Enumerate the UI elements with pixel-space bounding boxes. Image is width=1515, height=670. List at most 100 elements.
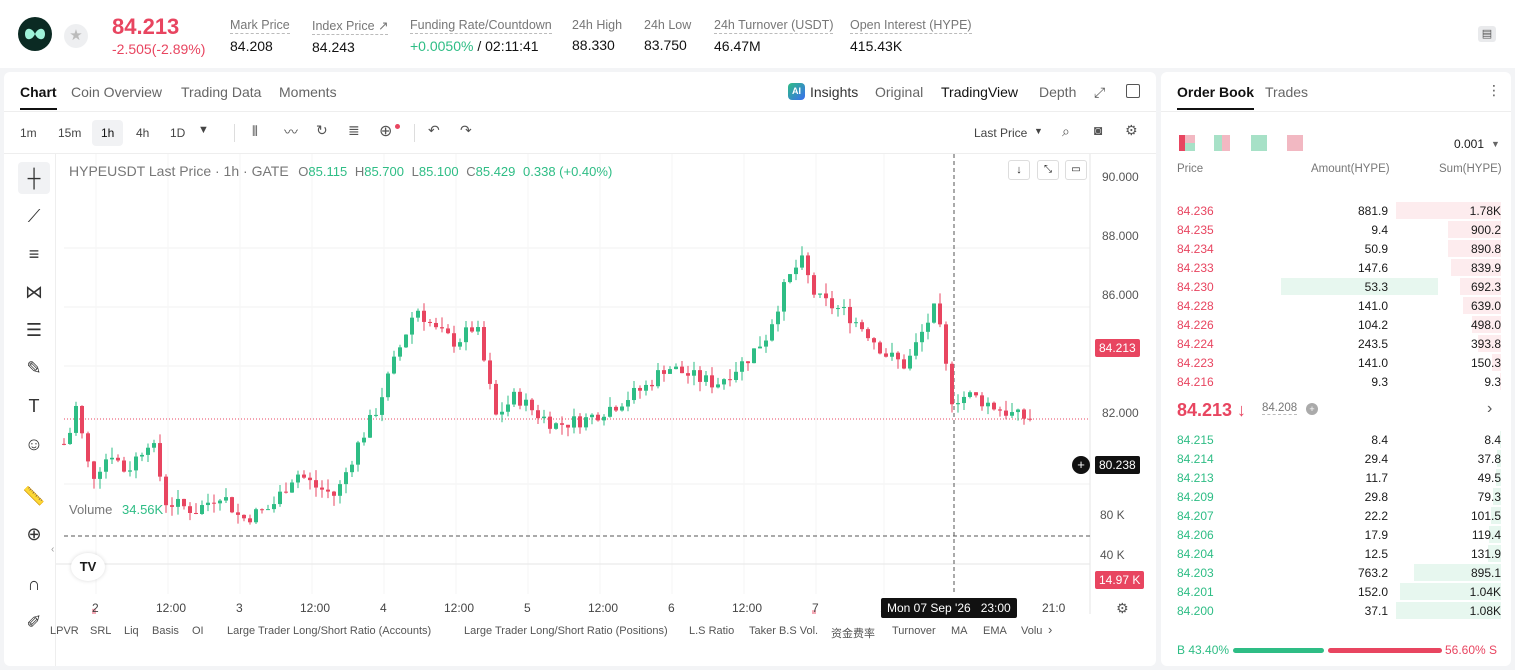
bid-row[interactable]: 84.203 763.2 895.1 xyxy=(1161,563,1501,582)
precision-select[interactable]: 0.001 xyxy=(1454,137,1485,151)
undo-icon[interactable]: ↶ xyxy=(428,122,440,138)
tab-original[interactable]: Original xyxy=(875,84,924,100)
indicator-basis[interactable]: Basis xyxy=(152,625,179,637)
indicator-ema[interactable]: EMA xyxy=(983,625,1007,637)
indicator-oi[interactable]: OI xyxy=(192,625,204,637)
ask-row[interactable]: 84.224 243.5 393.8 xyxy=(1161,334,1501,353)
indicator-funding-rate[interactable]: 资金费率 xyxy=(831,628,875,640)
redo-icon[interactable]: ↷ xyxy=(460,122,472,138)
indicator-ltlsr-positions[interactable]: Large Trader Long/Short Ratio (Positions… xyxy=(464,625,668,637)
add-alert-icon[interactable]: ⊕ xyxy=(379,123,393,140)
bid-amount: 11.7 xyxy=(1365,471,1388,485)
brush-tool-icon[interactable]: ✎ xyxy=(26,357,42,378)
view-mixed-icon[interactable] xyxy=(1214,135,1230,151)
scroll-down-icon[interactable]: ↓ xyxy=(1008,160,1030,180)
interval-1h[interactable]: 1h xyxy=(92,120,124,146)
candlestick-chart[interactable] xyxy=(56,154,1156,614)
ask-row[interactable]: 84.236 881.9 1.78K xyxy=(1161,201,1501,220)
pattern-tool-icon[interactable]: ⋈ xyxy=(25,281,43,302)
bid-row[interactable]: 84.213 11.7 49.5 xyxy=(1161,468,1501,487)
expand-icon[interactable]: ⤢ xyxy=(1094,84,1106,100)
ask-row[interactable]: 84.223 141.0 150.3 xyxy=(1161,353,1501,372)
tab-coin-overview[interactable]: Coin Overview xyxy=(71,84,163,100)
bid-row[interactable]: 84.206 17.9 119.4 xyxy=(1161,525,1501,544)
interval-dropdown-icon[interactable]: ▼ xyxy=(198,124,209,136)
bid-row[interactable]: 84.209 29.8 79.3 xyxy=(1161,487,1501,506)
indicator-ma[interactable]: MA xyxy=(951,625,968,637)
chevron-right-icon[interactable]: › xyxy=(1487,400,1493,417)
search-icon[interactable]: ⌕ xyxy=(1062,123,1070,139)
tab-order-book[interactable]: Order Book xyxy=(1177,84,1255,110)
indicator-volume[interactable]: Volu xyxy=(1021,625,1043,637)
drawing-tools-sidebar: ┼ ⟋ ≡ ⋈ ☰ ✎ T ☺ 📏 ⊕ ∩ ✐ xyxy=(4,154,56,666)
price-type-select[interactable]: Last Price xyxy=(974,126,1028,140)
interval-1d[interactable]: 1D xyxy=(170,126,186,140)
price-type-chevron-icon[interactable]: ▼ xyxy=(1034,126,1043,136)
indicator-liq[interactable]: Liq xyxy=(124,625,139,637)
index-price-stat[interactable]: Index Price ↗ 84.243 xyxy=(312,18,389,55)
camera-icon[interactable]: ◙ xyxy=(1094,122,1103,138)
interval-15m[interactable]: 15m xyxy=(58,126,82,140)
interval-1m[interactable]: 1m xyxy=(20,126,37,140)
pencil-tool-icon[interactable]: ✐ xyxy=(26,611,42,632)
more-options-icon[interactable]: ⋮ xyxy=(1487,82,1501,98)
ai-insights-icon[interactable]: AI xyxy=(788,83,805,100)
replay-icon[interactable]: ↻ xyxy=(316,122,328,138)
ruler-tool-icon[interactable]: 📏 xyxy=(22,485,46,506)
tab-trades[interactable]: Trades xyxy=(1265,84,1309,100)
indicator-lpvr[interactable]: LPVR xyxy=(50,625,79,637)
tab-insights[interactable]: Insights xyxy=(810,84,859,100)
ask-row[interactable]: 84.226 104.2 498.0 xyxy=(1161,315,1501,334)
settings-gear-icon[interactable]: ⚙ xyxy=(1125,122,1138,138)
text-tool-icon[interactable]: T xyxy=(28,395,40,416)
bid-row[interactable]: 84.201 152.0 1.04K xyxy=(1161,582,1501,601)
tab-moments[interactable]: Moments xyxy=(279,84,337,100)
collapse-icon[interactable]: ⤡ xyxy=(1037,160,1059,180)
favorite-star-icon[interactable]: ★ xyxy=(64,24,88,48)
emoji-tool-icon[interactable]: ☺ xyxy=(24,433,44,454)
crosshair-add-icon[interactable]: + xyxy=(1072,456,1090,474)
interval-4h[interactable]: 4h xyxy=(136,126,150,140)
trend-line-tool-icon[interactable]: ⟋ xyxy=(27,205,41,226)
indicators-icon[interactable]: 〰 xyxy=(284,124,298,140)
view-both-icon[interactable] xyxy=(1179,135,1195,151)
tab-depth[interactable]: Depth xyxy=(1039,84,1077,100)
templates-icon[interactable]: ≣ xyxy=(348,122,360,138)
indicator-srl[interactable]: SRL xyxy=(90,625,112,637)
horizontal-lines-tool-icon[interactable]: ≡ xyxy=(28,243,40,264)
ask-row[interactable]: 84.235 9.4 900.2 xyxy=(1161,220,1501,239)
window-icon[interactable] xyxy=(1126,84,1140,98)
ask-row[interactable]: 84.233 147.6 839.9 xyxy=(1161,258,1501,277)
index-price-label[interactable]: Index Price ↗ xyxy=(312,19,389,35)
time-axis-settings-icon[interactable]: ⚙ xyxy=(1116,600,1129,616)
bid-sum: 131.9 xyxy=(1470,547,1501,561)
indicator-taker-vol[interactable]: Taker B.S Vol. xyxy=(749,625,819,637)
tab-chart[interactable]: Chart xyxy=(20,84,57,110)
zoom-tool-icon[interactable]: ⊕ xyxy=(26,523,42,544)
fullscreen-icon[interactable]: ▭ xyxy=(1065,160,1087,180)
precision-chevron-icon[interactable]: ▼ xyxy=(1491,139,1500,149)
indicator-ls-ratio[interactable]: L.S Ratio xyxy=(689,625,735,637)
fib-tool-icon[interactable]: ☰ xyxy=(25,319,43,340)
indicator-scroll-right-icon[interactable]: › xyxy=(1048,622,1053,637)
bid-row[interactable]: 84.200 37.1 1.08K xyxy=(1161,601,1501,620)
bid-row[interactable]: 84.207 22.2 101.5 xyxy=(1161,506,1501,525)
tab-tradingview[interactable]: TradingView xyxy=(941,84,1019,100)
crosshair-tool-icon[interactable]: ┼ xyxy=(18,162,50,194)
bid-row[interactable]: 84.204 12.5 131.9 xyxy=(1161,544,1501,563)
view-asks-icon[interactable] xyxy=(1287,135,1303,151)
collapse-left-icon[interactable]: ‹ xyxy=(51,544,55,555)
bid-row[interactable]: 84.215 8.4 8.4 xyxy=(1161,430,1501,449)
ask-row[interactable]: 84.228 141.0 639.0 xyxy=(1161,296,1501,315)
ask-row[interactable]: 84.234 50.9 890.8 xyxy=(1161,239,1501,258)
tab-trading-data[interactable]: Trading Data xyxy=(181,84,262,100)
magnet-tool-icon[interactable]: ∩ xyxy=(27,573,41,594)
ask-row[interactable]: 84.216 9.3 9.3 xyxy=(1161,372,1501,391)
indicator-turnover[interactable]: Turnover xyxy=(892,625,936,637)
ask-row[interactable]: 84.230 53.3 692.3 xyxy=(1161,277,1501,296)
view-bids-icon[interactable] xyxy=(1251,135,1267,151)
candles-icon[interactable]: ⫴ xyxy=(252,123,258,139)
indicator-ltlsr-accounts[interactable]: Large Trader Long/Short Ratio (Accounts) xyxy=(227,625,432,637)
book-icon[interactable]: ▤ xyxy=(1478,26,1496,42)
bid-row[interactable]: 84.214 29.4 37.8 xyxy=(1161,449,1501,468)
